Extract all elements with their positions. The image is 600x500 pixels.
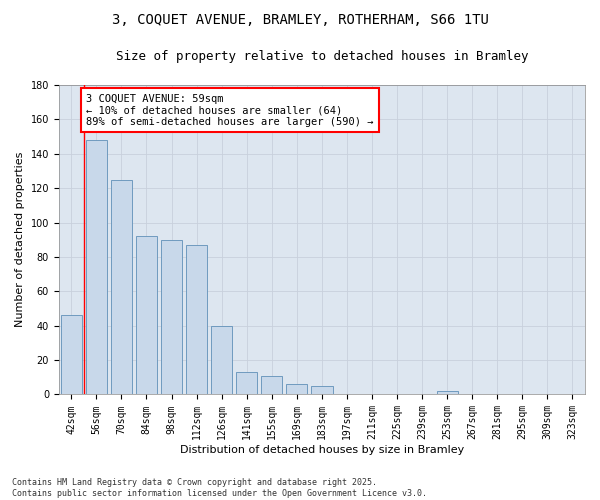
Bar	[86, 140, 107, 394]
Bar	[437, 391, 458, 394]
Bar	[111, 180, 132, 394]
Title: Size of property relative to detached houses in Bramley: Size of property relative to detached ho…	[116, 50, 528, 63]
Text: Contains HM Land Registry data © Crown copyright and database right 2025.
Contai: Contains HM Land Registry data © Crown c…	[12, 478, 427, 498]
Bar	[186, 245, 207, 394]
Text: 3 COQUET AVENUE: 59sqm
← 10% of detached houses are smaller (64)
89% of semi-det: 3 COQUET AVENUE: 59sqm ← 10% of detached…	[86, 94, 374, 127]
Bar	[211, 326, 232, 394]
Text: 3, COQUET AVENUE, BRAMLEY, ROTHERHAM, S66 1TU: 3, COQUET AVENUE, BRAMLEY, ROTHERHAM, S6…	[112, 12, 488, 26]
Bar	[61, 316, 82, 394]
X-axis label: Distribution of detached houses by size in Bramley: Distribution of detached houses by size …	[180, 445, 464, 455]
Bar	[261, 376, 283, 394]
Y-axis label: Number of detached properties: Number of detached properties	[15, 152, 25, 328]
Bar	[136, 236, 157, 394]
Bar	[236, 372, 257, 394]
Bar	[311, 386, 332, 394]
Bar	[286, 384, 307, 394]
Bar	[161, 240, 182, 394]
